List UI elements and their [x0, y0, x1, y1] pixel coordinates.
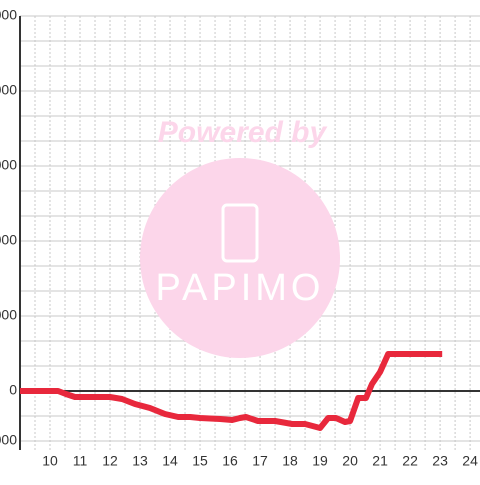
y-tick-label: 150,000	[0, 7, 17, 23]
x-tick-label: 12	[102, 453, 118, 469]
x-tick-label: 18	[282, 453, 298, 469]
y-tick-label: 0	[9, 382, 17, 398]
y-tick-label: 30,000	[0, 307, 17, 323]
x-tick-label: 20	[342, 453, 358, 469]
watermark-icon	[221, 203, 259, 263]
x-tick-label: 21	[372, 453, 388, 469]
x-tick-label: 13	[132, 453, 148, 469]
watermark-brand: PAPIMO	[156, 267, 325, 309]
line	[20, 351, 443, 431]
watermark-text: Powered by	[158, 116, 328, 149]
y-tick-label: 90,000	[0, 157, 17, 173]
grid	[20, 15, 480, 450]
y-tick-label: 120,000	[0, 82, 17, 98]
x-tick-label: 11	[73, 453, 88, 469]
x-tick-label: 10	[42, 453, 58, 469]
y-tick-label: 60,000	[0, 232, 17, 248]
x-tick-label: 19	[312, 453, 328, 469]
watermark-circle	[140, 158, 340, 358]
x-tick-label: 16	[222, 453, 238, 469]
x-tick-label: 24	[462, 453, 478, 469]
y-tick-label: -20,000	[0, 432, 17, 448]
x-tick-label: 22	[402, 453, 418, 469]
x-tick-label: 14	[162, 453, 178, 469]
x-tick-label: 17	[252, 453, 268, 469]
x-tick-label: 15	[192, 453, 208, 469]
x-tick-label: 23	[432, 453, 448, 469]
